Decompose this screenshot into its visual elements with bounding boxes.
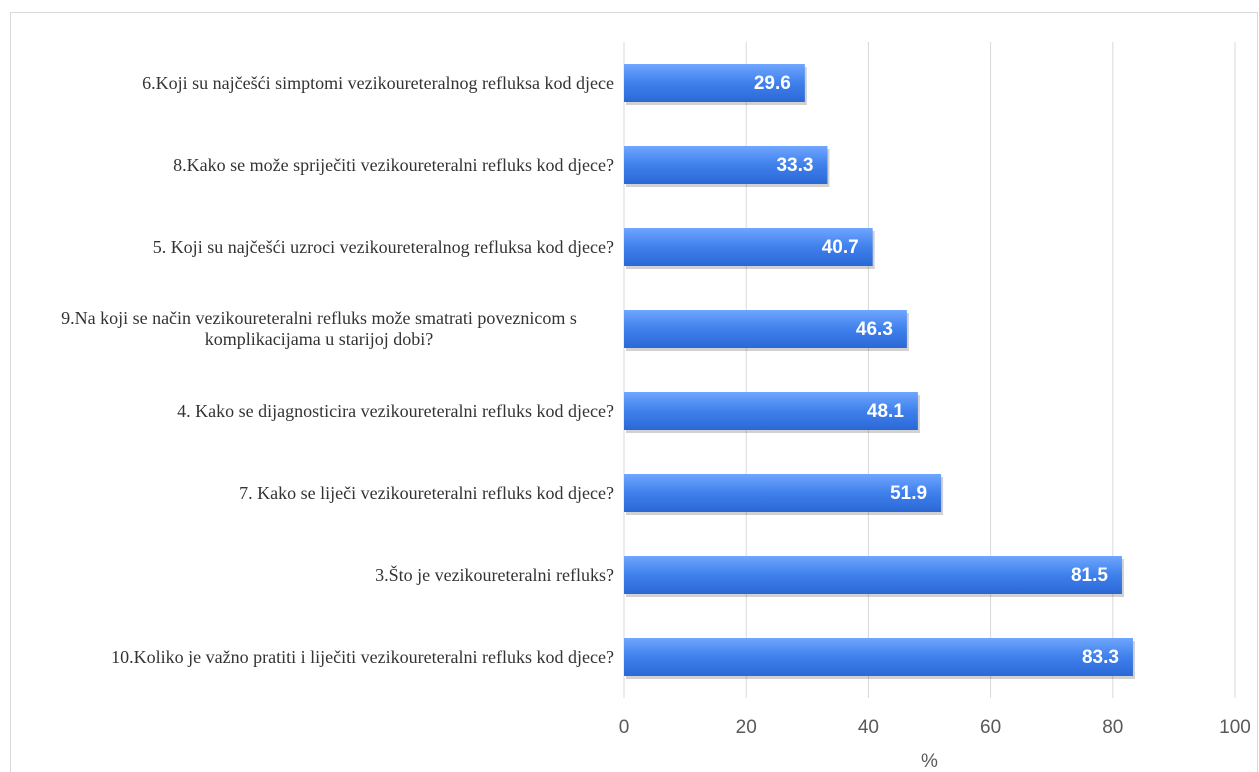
category-text: 8.Kako se može spriječiti vezikoureteral…	[173, 154, 614, 175]
value-label: 81.5	[1071, 565, 1108, 586]
bar	[624, 228, 873, 266]
x-tick-label: 80	[1102, 717, 1123, 738]
category-label-box: 6.Koji su najčešći simptomi vezikoureter…	[10, 42, 614, 124]
bar	[624, 146, 828, 184]
value-label: 29.6	[754, 73, 791, 94]
category-text: 5. Koji su najčešći uzroci vezikouretera…	[152, 236, 614, 257]
category-text: 6.Koji su najčešći simptomi vezikoureter…	[142, 72, 614, 93]
category-text: 4. Kako se dijagnosticira vezikoureteral…	[177, 400, 614, 421]
chart-border	[10, 12, 1258, 772]
category-label: 6.Koji su najčešći simptomi vezikoureter…	[10, 42, 614, 124]
category-text: 10.Koliko je važno pratiti i liječiti ve…	[111, 646, 614, 667]
category-label: 9.Na koji se način vezikoureteralni refl…	[10, 288, 614, 370]
bar	[624, 392, 918, 430]
category-label-box: 4. Kako se dijagnosticira vezikoureteral…	[10, 370, 614, 452]
x-axis-title: %	[921, 751, 938, 772]
category-label: 5. Koji su najčešći uzroci vezikouretera…	[10, 206, 614, 288]
category-label-box: 10.Koliko je važno pratiti i liječiti ve…	[10, 616, 614, 698]
value-label: 40.7	[822, 237, 859, 258]
x-tick-label: 100	[1219, 717, 1251, 738]
category-label: 3.Što je vezikoureteralni refluks?	[10, 534, 614, 616]
value-label: 46.3	[856, 319, 893, 340]
bar	[624, 310, 907, 348]
category-label: 7. Kako se liječi vezikoureteralni reflu…	[10, 452, 614, 534]
category-text: 7. Kako se liječi vezikoureteralni reflu…	[239, 482, 614, 503]
x-tick-label: 60	[980, 717, 1001, 738]
bar	[624, 638, 1133, 676]
category-label-box: 7. Kako se liječi vezikoureteralni reflu…	[10, 452, 614, 534]
bar	[624, 64, 805, 102]
category-label-box: 9.Na koji se način vezikoureteralni refl…	[10, 288, 614, 370]
category-label: 8.Kako se može spriječiti vezikoureteral…	[10, 124, 614, 206]
category-label-box: 3.Što je vezikoureteralni refluks?	[10, 534, 614, 616]
x-tick-label: 20	[736, 717, 757, 738]
category-text: 3.Što je vezikoureteralni refluks?	[375, 564, 614, 585]
value-label: 48.1	[867, 401, 904, 422]
bar	[624, 556, 1122, 594]
value-label: 51.9	[890, 483, 927, 504]
x-tick-label: 40	[858, 717, 879, 738]
category-label: 4. Kako se dijagnosticira vezikoureteral…	[10, 370, 614, 452]
category-label: 10.Koliko je važno pratiti i liječiti ve…	[10, 616, 614, 698]
value-label: 33.3	[776, 155, 813, 176]
value-label: 83.3	[1082, 647, 1119, 668]
category-label-box: 8.Kako se može spriječiti vezikoureteral…	[10, 124, 614, 206]
category-label-box: 5. Koji su najčešći uzroci vezikouretera…	[10, 206, 614, 288]
bar	[624, 474, 942, 512]
x-tick-label: 0	[619, 717, 630, 738]
category-text: 9.Na koji se način vezikoureteralni refl…	[61, 308, 577, 349]
